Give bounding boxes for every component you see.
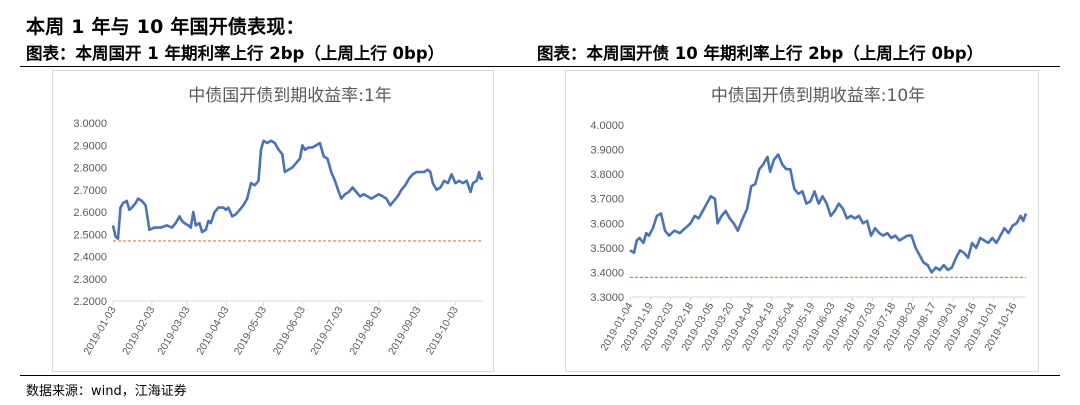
y-tick-label: 2.6000 [73,207,107,219]
y-tick-label: 2.7000 [73,185,107,197]
y-tick-label: 2.4000 [73,252,107,264]
bottom-divider [20,375,1060,376]
data-source-note: 数据来源：wind，江海证券 [26,384,187,399]
y-tick-label: 3.5000 [590,243,624,255]
y-tick-label: 3.3000 [590,292,624,304]
top-divider [20,66,1060,67]
y-tick-label: 4.0000 [590,120,624,132]
y-tick-label: 2.9000 [73,140,107,152]
x-tick-label: 2019-01-03 [81,304,118,357]
y-tick-label: 3.4000 [590,267,624,279]
y-tick-label: 3.8000 [590,169,624,181]
y-tick-label: 3.0000 [73,118,107,130]
x-tick-label: 2019-03-03 [155,304,192,357]
y-tick-label: 2.8000 [73,163,107,175]
x-tick-label: 2019-08-03 [347,304,384,357]
x-tick-label: 2019-09-03 [386,304,423,357]
y-tick-label: 2.5000 [73,229,107,241]
left-chart-caption: 图表：本周国开 1 年期利率上行 2bp（上周上行 0bp） [26,44,445,63]
chart-1y-svg: 中债国开债到期收益率:1年 2.2000 2.3000 2.4000 2.5000 2.6… [73,86,483,357]
right-chart-caption: 图表：本周国开债 10 年期利率上行 2bp（上周上行 0bp） [537,44,984,63]
x-tick-label: 2019-06-03 [271,304,308,357]
x-tick-label: 2019-02-03 [120,304,157,357]
chart-title: 中债国开债到期收益率:1年 [188,86,392,106]
x-tick-label: 2019-10-03 [424,304,461,357]
x-tick-label: 2019-04-03 [194,304,231,357]
x-tick-label: 2019-05-03 [232,304,269,357]
chart-1y-yield: 中债国开债到期收益率:1年 2.2000 2.3000 2.4000 2.5000 2.6… [52,70,494,372]
y-tick-label: 3.7000 [590,194,624,206]
chart-10y-svg: 中债国开债到期收益率:10年 3.3000 3.4000 3.5000 3.6000 3.… [590,86,1028,353]
series-line [629,153,1028,274]
y-tick-label: 3.6000 [590,218,624,230]
x-tick-label: 2019-07-03 [308,304,345,357]
y-tick-label: 3.9000 [590,145,624,157]
chart-title: 中债国开债到期收益率:10年 [711,86,925,106]
y-tick-label: 2.3000 [73,274,107,286]
y-tick-label: 2.2000 [73,296,107,308]
chart-10y-yield: 中债国开债到期收益率:10年 3.3000 3.4000 3.5000 3.6000 3.… [565,70,1039,372]
series-line [111,139,483,240]
page-heading: 本周 1 年与 10 年国开债表现： [26,16,305,38]
